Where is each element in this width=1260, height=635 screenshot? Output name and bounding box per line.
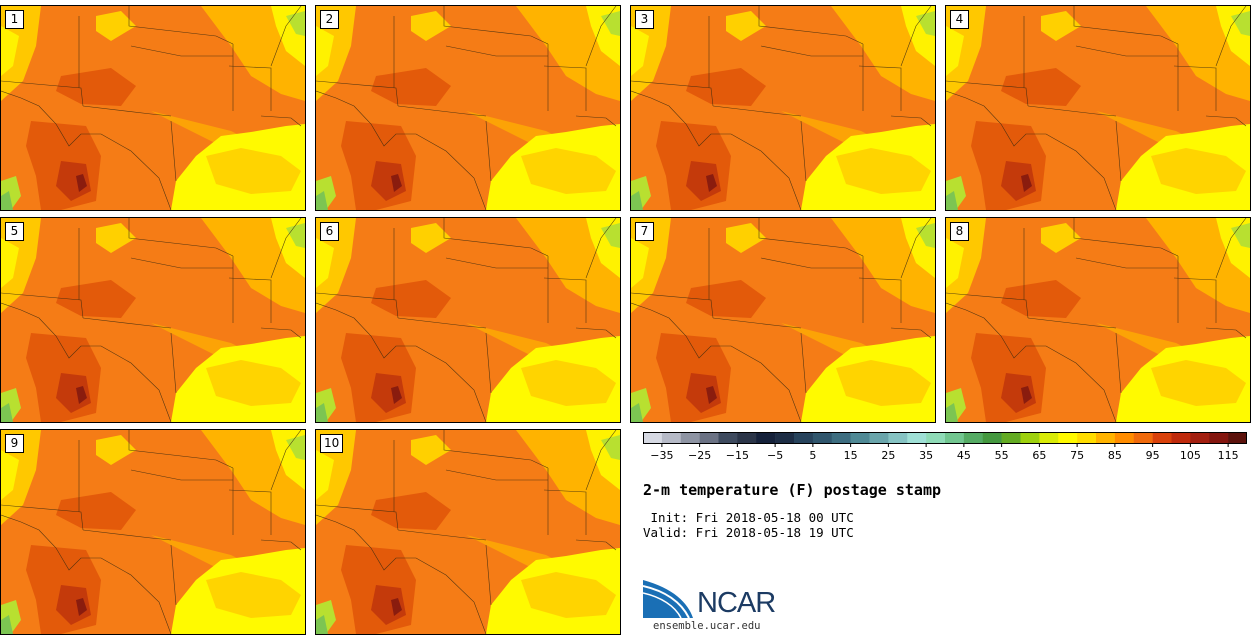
postage-stamp-map: 3 — [630, 5, 936, 211]
ncar-logo-icon — [643, 580, 693, 619]
colorbar-tick-label: 115 — [1218, 449, 1239, 462]
colorbar-tick-label: 65 — [1032, 449, 1046, 462]
colorbar-swatch — [1171, 432, 1191, 444]
colorbar-tick-label: 5 — [809, 449, 816, 462]
colorbar-swatch — [869, 432, 889, 444]
colorbar-tick-label: 75 — [1070, 449, 1084, 462]
plot-title: 2-m temperature (F) postage stamp — [643, 481, 942, 499]
colorbar-swatch — [699, 432, 719, 444]
colorbar-swatch — [831, 432, 851, 444]
colorbar-swatch — [737, 432, 757, 444]
colorbar-swatch — [812, 432, 833, 444]
colorbar-swatch — [907, 432, 927, 444]
member-number-label: 2 — [320, 10, 339, 29]
postage-stamp-map: 1 — [0, 5, 306, 211]
postage-stamp-map: 4 — [945, 5, 1251, 211]
colorbar-swatch — [756, 432, 776, 444]
postage-stamp-map: 9 — [0, 429, 306, 635]
colorbar-swatch — [1152, 432, 1172, 444]
colorbar-swatch — [775, 432, 795, 444]
logo-url: ensemble.ucar.edu — [653, 620, 761, 632]
colorbar-swatch — [794, 432, 814, 444]
colorbar-swatch — [850, 432, 870, 444]
colorbar-tick-label: 95 — [1146, 449, 1160, 462]
colorbar-swatch — [643, 432, 663, 444]
colorbar-tick-label: 105 — [1180, 449, 1201, 462]
colorbar-swatch — [1001, 432, 1021, 444]
colorbar-tick-label: −15 — [726, 449, 749, 462]
colorbar-tick-label: −25 — [688, 449, 711, 462]
colorbar-swatch — [1077, 432, 1097, 444]
member-number-label: 6 — [320, 222, 339, 241]
member-number-label: 9 — [5, 434, 24, 453]
colorbar-swatch — [661, 432, 682, 444]
colorbar-swatch — [680, 432, 700, 444]
postage-stamp-map: 2 — [315, 5, 621, 211]
colorbar-swatch — [1039, 432, 1059, 444]
postage-stamp-map: 6 — [315, 217, 621, 423]
logo-wordmark: NCAR — [697, 587, 776, 619]
colorbar-tick-label: −5 — [767, 449, 783, 462]
colorbar-swatch — [718, 432, 738, 444]
member-number-label: 7 — [635, 222, 654, 241]
colorbar-tick-label: −35 — [650, 449, 673, 462]
colorbar-tick-label: 85 — [1108, 449, 1122, 462]
colorbar-swatch — [1114, 432, 1135, 444]
member-number-label: 5 — [5, 222, 24, 241]
member-number-label: 3 — [635, 10, 654, 29]
member-number-label: 1 — [5, 10, 24, 29]
postage-stamp-map: 7 — [630, 217, 936, 423]
colorbar-tick-label: 45 — [957, 449, 971, 462]
postage-stamp-map: 10 — [315, 429, 621, 635]
member-number-label: 10 — [320, 434, 344, 453]
colorbar-swatch — [888, 432, 908, 444]
member-number-label: 4 — [950, 10, 969, 29]
colorbar-border — [643, 432, 1247, 444]
colorbar-swatch — [1020, 432, 1040, 444]
postage-stamp-map: 5 — [0, 217, 306, 423]
colorbar-tick-label: 15 — [844, 449, 858, 462]
colorbar-swatch — [1058, 432, 1078, 444]
colorbar-tick-label: 35 — [919, 449, 933, 462]
colorbar-swatch — [1190, 432, 1210, 444]
valid-time: Valid: Fri 2018-05-18 19 UTC — [643, 525, 854, 540]
temperature-colorbar: −35 −25 −15 −5 5 15 25 35 45 55 65 75 85 95 105 115 — [643, 432, 1247, 462]
colorbar-swatch — [926, 432, 946, 444]
colorbar-swatch — [1133, 432, 1153, 444]
colorbar-swatch — [1209, 432, 1229, 444]
member-number-label: 8 — [950, 222, 969, 241]
init-time: Init: Fri 2018-05-18 00 UTC — [643, 510, 854, 525]
colorbar-swatch — [1228, 432, 1247, 444]
postage-stamp-map: 8 — [945, 217, 1251, 423]
colorbar-tick-label: 25 — [881, 449, 895, 462]
colorbar-tick-label: 55 — [995, 449, 1009, 462]
colorbar-swatch — [982, 432, 1002, 444]
colorbar-swatch — [963, 432, 984, 444]
colorbar-swatch — [945, 432, 965, 444]
colorbar-swatch — [1096, 432, 1116, 444]
